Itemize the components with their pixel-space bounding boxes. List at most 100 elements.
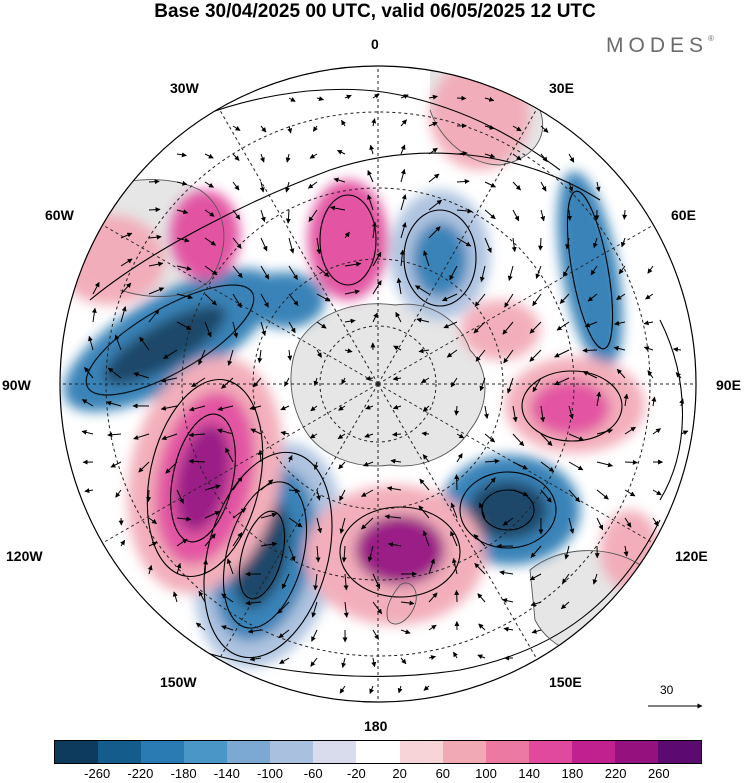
wind-vector: [400, 222, 407, 239]
wind-vector: [423, 250, 430, 267]
lon-label-90e: 90E: [716, 377, 741, 393]
wind-vector: [428, 624, 437, 631]
colorbar-tick-label: -20: [346, 766, 366, 781]
wind-vector: [422, 405, 430, 412]
meridian-line: [377, 224, 654, 385]
wind-vector: [371, 221, 377, 239]
wind-vector: [225, 447, 234, 463]
colorbar-tick-label: 100: [475, 766, 497, 781]
wind-vector: [232, 507, 247, 519]
wind-vector: [559, 293, 570, 304]
wind-vector: [624, 426, 636, 435]
wind-vector: [232, 532, 243, 547]
wind-vector: [502, 321, 514, 335]
colorbar-swatch: [485, 741, 529, 763]
wind-vector: [120, 282, 132, 295]
lon-label-90w: 90W: [2, 377, 31, 393]
meridian-line: [102, 383, 379, 544]
wind-vector: [172, 591, 178, 603]
wind-vector: [392, 404, 402, 410]
wind-vector: [288, 517, 303, 528]
wind-vector: [81, 399, 94, 407]
wind-vector: [204, 181, 214, 188]
colorbar-swatch: [270, 741, 314, 763]
wind-vector: [372, 601, 383, 615]
wind-vector: [456, 178, 470, 184]
wind-vector: [249, 405, 262, 411]
wind-vector: [393, 345, 402, 351]
wind-vector: [160, 377, 178, 383]
wind-vector: [428, 173, 440, 183]
wind-vector: [512, 489, 529, 497]
wind-vector: [511, 237, 517, 253]
wind-vector: [590, 265, 598, 276]
wind-vector: [568, 181, 574, 192]
wind-vector: [81, 429, 94, 435]
wind-vector: [568, 433, 585, 441]
wind-vector: [614, 320, 626, 326]
wind-vector: [285, 153, 291, 163]
wind-vector: [232, 293, 242, 309]
wind-vector: [512, 125, 522, 132]
wind-vector: [451, 557, 458, 575]
colorbar-tick-label: -140: [213, 766, 240, 781]
wind-vector: [287, 349, 293, 361]
wind-vector: [232, 265, 243, 279]
wind-vector: [204, 533, 216, 547]
wind-vector: [232, 153, 240, 161]
wind-vector: [479, 377, 486, 392]
wind-vector: [400, 194, 407, 211]
reference-vector-label: 30: [660, 683, 674, 697]
wind-vector: [341, 657, 347, 668]
wind-vector: [372, 93, 380, 99]
wind-vector: [176, 293, 193, 300]
wind-vector: [618, 265, 626, 275]
wind-vector: [428, 121, 438, 127]
wind-vector: [161, 433, 178, 441]
wind-vector: [450, 377, 458, 388]
wind-vector: [418, 348, 430, 354]
wind-vector: [454, 589, 460, 603]
wind-vector: [204, 321, 212, 338]
wind-vector: [596, 428, 613, 435]
colorbar-tick-label: -260: [84, 766, 111, 781]
colorbar-swatch: [55, 741, 99, 763]
wind-vector: [483, 405, 489, 419]
wind-vector: [343, 601, 349, 618]
wind-vector: [316, 293, 331, 302]
wind-vector: [204, 153, 214, 159]
contour-line: [149, 88, 561, 171]
wind-vector: [108, 367, 122, 379]
wind-vector: [592, 237, 598, 249]
colorbar-swatch: [184, 741, 228, 763]
wind-vector: [371, 657, 377, 668]
wind-vector: [114, 334, 122, 351]
wind-vector: [647, 265, 654, 274]
wind-vector: [372, 573, 381, 589]
wind-vector: [477, 654, 486, 660]
anomaly-layer: [60, 66, 660, 668]
wind-vector: [484, 477, 496, 491]
wind-vector: [540, 461, 555, 473]
wind-vector: [188, 432, 206, 438]
colorbar-tick-label: 220: [604, 766, 627, 781]
wind-vector: [217, 428, 234, 435]
wind-vector: [452, 651, 458, 659]
wind-vector: [281, 573, 290, 590]
wind-vector: [160, 405, 178, 411]
wind-vector: [338, 405, 346, 411]
wind-vector: [400, 119, 407, 127]
lon-label-0: 0: [371, 36, 379, 52]
wind-vector: [582, 347, 598, 353]
wind-vector: [176, 152, 187, 158]
wind-vector: [260, 479, 274, 491]
wind-vector: [484, 124, 495, 130]
colorbar-swatch: [98, 741, 142, 763]
wind-vector: [146, 489, 152, 503]
wind-vector: [474, 562, 486, 575]
wind-vector: [568, 489, 581, 503]
wind-vector: [361, 517, 374, 530]
wind-vector: [226, 558, 234, 575]
anomaly-s-high-core: [355, 515, 445, 585]
wind-vector: [288, 293, 299, 306]
